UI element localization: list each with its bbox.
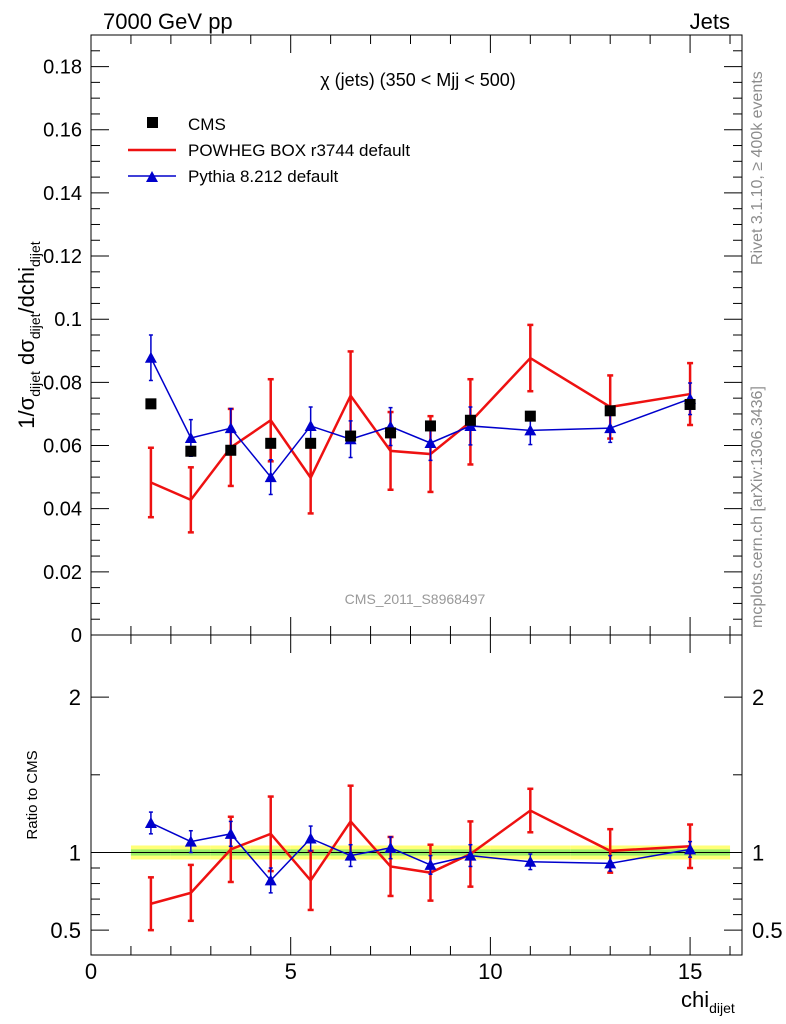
legend-powheg-label: POWHEG BOX r3744 default: [188, 141, 410, 160]
cms-data-point: [524, 410, 536, 422]
cms-data-point: [385, 427, 397, 439]
x-axis-label: chidijet: [681, 987, 735, 1016]
main-y-axis-label: 1/σdijet dσdijet/dchidijet: [14, 241, 43, 429]
cms-data-point: [684, 398, 696, 410]
plot-title: χ (jets) (350 < Mjj < 500): [320, 70, 516, 90]
ratio-y-tick-label-left: 1: [69, 840, 81, 865]
ratio-y-tick-label-right: 0.5: [752, 918, 783, 943]
powheg-line: [150, 356, 691, 502]
cms-data-point: [305, 437, 317, 449]
powheg-ratio-line: [150, 809, 691, 905]
ratio-y-axis: 0.5 0.5 1 1 2 2: [50, 685, 782, 943]
ratio-y-tick-label-right: 2: [752, 685, 764, 710]
pythia-ratio-line: [150, 822, 691, 882]
mcplots-reference-label: mcplots.cern.ch [arXiv:1306.3436]: [749, 386, 766, 628]
pythia-ratio-marker: [184, 835, 197, 847]
main-y-tick-label: 0.14: [43, 183, 82, 205]
rivet-version-label: Rivet 3.1.10, ≥ 400k events: [749, 71, 766, 265]
pythia-marker: [224, 422, 237, 434]
pythia-marker: [264, 471, 277, 483]
ratio-plot-frame: [90, 634, 743, 956]
pythia-ratio-marker: [264, 874, 277, 886]
cms-data-point: [464, 414, 476, 426]
x-tick-label: 15: [678, 959, 702, 984]
pythia-marker: [424, 437, 437, 448]
legend: CMS POWHEG BOX r3744 default Pythia 8.21…: [128, 115, 410, 186]
ratio-y-axis-label: Ratio to CMS: [24, 750, 41, 839]
x-tick-label: 0: [85, 959, 97, 984]
main-y-axis: 0 0.02 0.04 0.06 0.08 0.1 0.12 0.14 0.16 0.18: [43, 50, 742, 647]
ratio-y-tick-label-left: 0.5: [50, 918, 81, 943]
pythia-ratio-marker: [424, 858, 437, 870]
ratio-data-layer: [144, 784, 697, 932]
pythia-ratio-marker: [524, 855, 537, 867]
category-label: Jets: [690, 9, 730, 34]
pythia-marker: [144, 351, 157, 363]
legend-pythia-marker: [146, 171, 158, 182]
cms-data-point: [185, 445, 197, 457]
cms-data-point: [424, 420, 436, 432]
main-y-tick-label: 0.12: [43, 246, 82, 268]
pythia-marker: [524, 424, 537, 436]
cms-data-point: [265, 437, 277, 449]
pythia-marker: [604, 422, 617, 434]
x-axis: 0 5 10 15: [85, 35, 731, 984]
main-y-tick-label: 0.04: [43, 499, 82, 521]
x-tick-label: 5: [285, 959, 297, 984]
cms-data-point: [225, 444, 237, 456]
pythia-marker: [304, 419, 317, 431]
pythia-line: [150, 357, 691, 479]
legend-pythia-label: Pythia 8.212 default: [188, 167, 339, 186]
svg-text:1/σdijet dσdijet/dchidijet: 1/σdijet dσdijet/dchidijet: [14, 241, 43, 429]
cms-data-point: [604, 405, 616, 417]
x-tick-label: 10: [478, 959, 502, 984]
ratio-y-tick-label-right: 1: [752, 840, 764, 865]
pythia-ratio-marker: [384, 841, 397, 853]
energy-label: 7000 GeV pp: [103, 9, 233, 34]
legend-cms-marker: [147, 117, 158, 128]
ratio-y-tick-label-left: 2: [69, 685, 81, 710]
pythia-ratio-marker: [304, 832, 317, 844]
pythia-ratio-marker: [144, 816, 157, 828]
main-y-tick-label: 0.08: [43, 372, 82, 394]
main-y-tick-label: 0.16: [43, 120, 82, 142]
pythia-ratio-marker: [344, 849, 357, 861]
main-y-tick-label: 0.18: [43, 57, 82, 79]
pythia-marker: [184, 431, 197, 443]
legend-cms-label: CMS: [188, 115, 226, 134]
main-y-tick-label: 0.1: [54, 309, 82, 331]
pythia-ratio-marker: [224, 827, 237, 839]
main-y-tick-label: 0: [71, 625, 82, 647]
pythia-ratio-marker: [684, 843, 697, 855]
pythia-ratio-marker: [464, 849, 477, 861]
cms-data-point: [145, 398, 157, 410]
main-y-tick-label: 0.06: [43, 436, 82, 458]
main-y-tick-label: 0.02: [43, 562, 82, 584]
main-data-layer: [144, 323, 697, 534]
cms-data-point: [345, 430, 357, 442]
analysis-watermark: CMS_2011_S8968497: [345, 591, 486, 607]
pythia-ratio-marker: [604, 857, 617, 869]
